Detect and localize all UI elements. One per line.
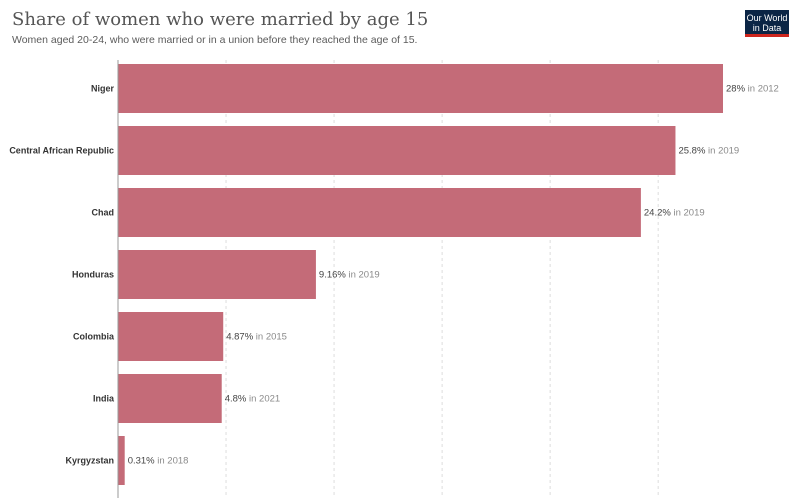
- value-label: 25.8% in 2019: [678, 146, 739, 157]
- category-label: Honduras: [72, 270, 114, 280]
- category-label: Niger: [91, 84, 115, 94]
- category-label: Central African Republic: [9, 146, 114, 156]
- value-label: 4.8% in 2021: [225, 394, 280, 405]
- value-label: 4.87% in 2015: [226, 332, 287, 343]
- value-label: 0.31% in 2018: [128, 456, 189, 467]
- category-label: India: [93, 394, 115, 404]
- bar: [118, 374, 222, 423]
- bar: [118, 188, 641, 237]
- bar: [118, 436, 125, 485]
- bar: [118, 312, 224, 361]
- bar-chart: Niger 28% in 2012 Central African Republic…: [9, 60, 779, 498]
- bar: [118, 250, 316, 299]
- chart-subtitle: Women aged 20-24, who were married or in…: [12, 34, 418, 46]
- category-label: Chad: [92, 208, 115, 218]
- logo-line-1: Our World: [746, 13, 788, 23]
- bar: [118, 126, 676, 175]
- category-label: Kyrgyzstan: [65, 456, 114, 466]
- value-label: 24.2% in 2019: [644, 208, 705, 219]
- owid-logo[interactable]: Our World in Data: [745, 10, 789, 37]
- value-label: 28% in 2012: [726, 84, 779, 95]
- value-label: 9.16% in 2019: [319, 270, 380, 281]
- logo-line-2: in Data: [752, 23, 782, 33]
- category-label: Colombia: [73, 332, 115, 342]
- bar: [118, 64, 723, 113]
- chart-title: Share of women who were married by age 1…: [12, 9, 429, 30]
